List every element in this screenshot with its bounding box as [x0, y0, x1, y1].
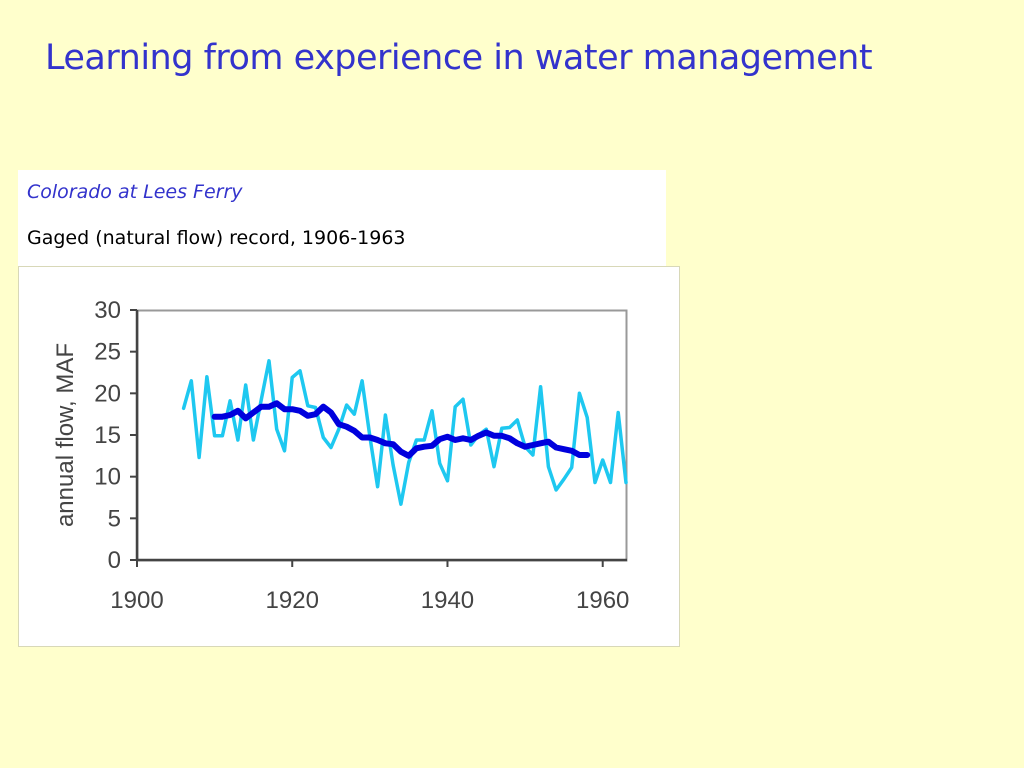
x-tick-label: 1940 — [421, 587, 474, 614]
y-tick-label: 5 — [108, 505, 121, 532]
y-tick-label: 30 — [94, 297, 121, 324]
x-tick-label: 1900 — [110, 587, 163, 614]
y-tick-label: 20 — [94, 380, 121, 407]
record-description: Gaged (natural flow) record, 1906-1963 — [27, 227, 406, 249]
y-axis-label: annual flow, MAF — [52, 343, 79, 527]
flow-chart: 0 5 10 15 20 25 30 1900 1920 1940 1960 annual flow… — [52, 297, 629, 614]
annual-flow-line — [181, 359, 628, 506]
x-tick-label: 1960 — [576, 587, 629, 614]
y-tick-label: 10 — [94, 464, 121, 491]
moving-average-line — [211, 400, 591, 459]
chart-caption: Colorado at Lees Ferry Gaged (natural fl… — [18, 170, 666, 267]
chart-panel: 0 5 10 15 20 25 30 1900 1920 1940 1960 annual flow… — [18, 266, 680, 647]
x-tick-label: 1920 — [266, 587, 319, 614]
y-tick-label: 25 — [94, 339, 121, 366]
slide-title: Learning from experience in water manage… — [45, 38, 873, 78]
y-tick-label: 15 — [94, 422, 121, 449]
site-name: Colorado at Lees Ferry — [27, 181, 243, 203]
y-tick-label: 0 — [108, 547, 121, 574]
